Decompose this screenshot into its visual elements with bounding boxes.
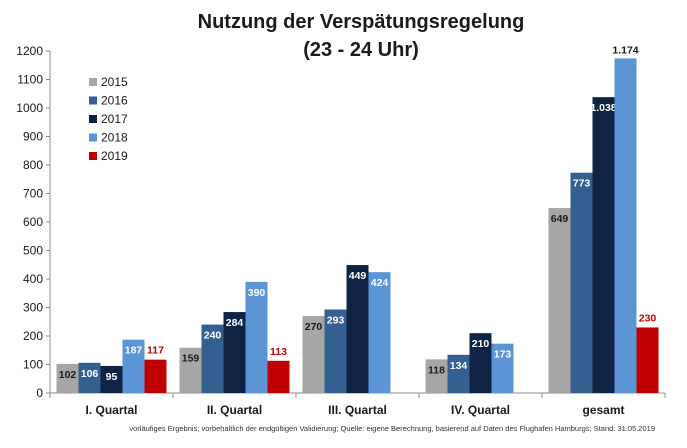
bar-value-label: 390 <box>248 287 266 299</box>
bar <box>144 359 167 393</box>
legend-swatch <box>89 133 97 142</box>
legend-label: 2016 <box>101 94 128 108</box>
legend: 2015 2016 2017 2018 2019 <box>89 75 128 163</box>
y-tick-label: 700 <box>23 187 43 201</box>
bar-value-label: 106 <box>81 368 99 380</box>
bar <box>570 172 593 393</box>
legend-label: 2019 <box>101 149 128 163</box>
legend-swatch <box>89 96 97 105</box>
legend-label: 2018 <box>101 131 128 145</box>
bar <box>614 58 637 393</box>
bars: 102 106 95 187 117 159 240 284 390 113 270 293 449 42… <box>56 44 659 394</box>
bar-value-label: 240 <box>204 330 222 342</box>
bar <box>245 281 268 393</box>
chart-title-line1: Nutzung der Verspätungsregelung <box>198 11 525 33</box>
x-category-label: gesamt <box>582 403 624 417</box>
bar-value-label: 424 <box>371 277 389 289</box>
y-tick-label: 600 <box>23 215 43 229</box>
legend-label: 2017 <box>101 112 128 126</box>
bar-value-label: 118 <box>428 364 445 376</box>
legend-swatch <box>89 115 97 123</box>
y-tick-label: 500 <box>23 244 43 258</box>
bar-value-label: 230 <box>639 312 657 324</box>
bar <box>491 343 514 393</box>
bar-value-label: 1.038 <box>590 102 616 114</box>
bar <box>122 339 145 393</box>
x-axis: I. Quartal II. Quartal III. Quartal IV. Qua… <box>49 392 666 417</box>
bar <box>223 312 246 393</box>
bar <box>78 362 101 393</box>
legend-label: 2015 <box>101 75 128 89</box>
footnote: vorläufiges Ergebnis; vorbehaltlich der … <box>129 424 655 433</box>
bar-value-label: 773 <box>573 178 591 190</box>
legend-swatch <box>89 152 97 160</box>
y-tick-label: 0 <box>36 386 43 400</box>
bar-value-label: 187 <box>125 345 143 357</box>
bar <box>267 360 290 393</box>
bar <box>425 359 448 393</box>
y-tick-label: 1000 <box>16 101 43 115</box>
bar-value-label: 159 <box>182 353 200 365</box>
bar <box>592 97 615 394</box>
bar-value-label: 284 <box>226 317 244 329</box>
bar <box>56 363 79 393</box>
bar <box>346 265 369 393</box>
bar <box>201 324 224 393</box>
bar-value-label: 117 <box>147 345 164 357</box>
bar <box>179 347 202 393</box>
bar <box>100 365 123 393</box>
x-category-label: I. Quartal <box>85 403 137 417</box>
bar-value-label: 173 <box>494 349 512 361</box>
bar-value-label: 293 <box>327 314 345 326</box>
bar <box>302 316 325 393</box>
x-category-label: II. Quartal <box>207 403 262 417</box>
bar <box>636 327 659 393</box>
y-tick-label: 400 <box>23 272 43 286</box>
y-tick-label: 1200 <box>16 44 43 58</box>
bar-value-label: 449 <box>349 270 367 282</box>
y-tick-label: 1100 <box>17 73 43 87</box>
y-tick-label: 800 <box>23 158 43 172</box>
y-tick-label: 900 <box>23 130 43 144</box>
bar-value-label: 210 <box>472 338 490 350</box>
bar <box>368 272 391 393</box>
x-category-label: IV. Quartal <box>451 403 510 417</box>
y-axis: 0 100 200 300 400 500 600 700 800 900 1000 1100 1200 <box>16 44 51 400</box>
y-tick-label: 300 <box>23 301 43 315</box>
bar-value-label: 270 <box>305 321 323 333</box>
bar-value-label: 102 <box>59 369 77 381</box>
bar <box>469 333 492 393</box>
y-tick-label: 200 <box>23 329 43 343</box>
bar-value-label: 649 <box>551 213 569 225</box>
bar-value-label: 134 <box>450 360 468 372</box>
bar-value-label: 95 <box>106 371 118 383</box>
bar <box>324 309 347 393</box>
chart-title-line2: (23 - 24 Uhr) <box>303 39 419 61</box>
bar <box>447 354 470 393</box>
legend-swatch <box>89 78 97 86</box>
bar <box>548 208 571 393</box>
bar-value-label: 1.174 <box>612 44 638 56</box>
bar-value-label: 113 <box>270 346 287 358</box>
x-category-label: III. Quartal <box>328 403 387 417</box>
y-tick-label: 100 <box>23 358 43 372</box>
